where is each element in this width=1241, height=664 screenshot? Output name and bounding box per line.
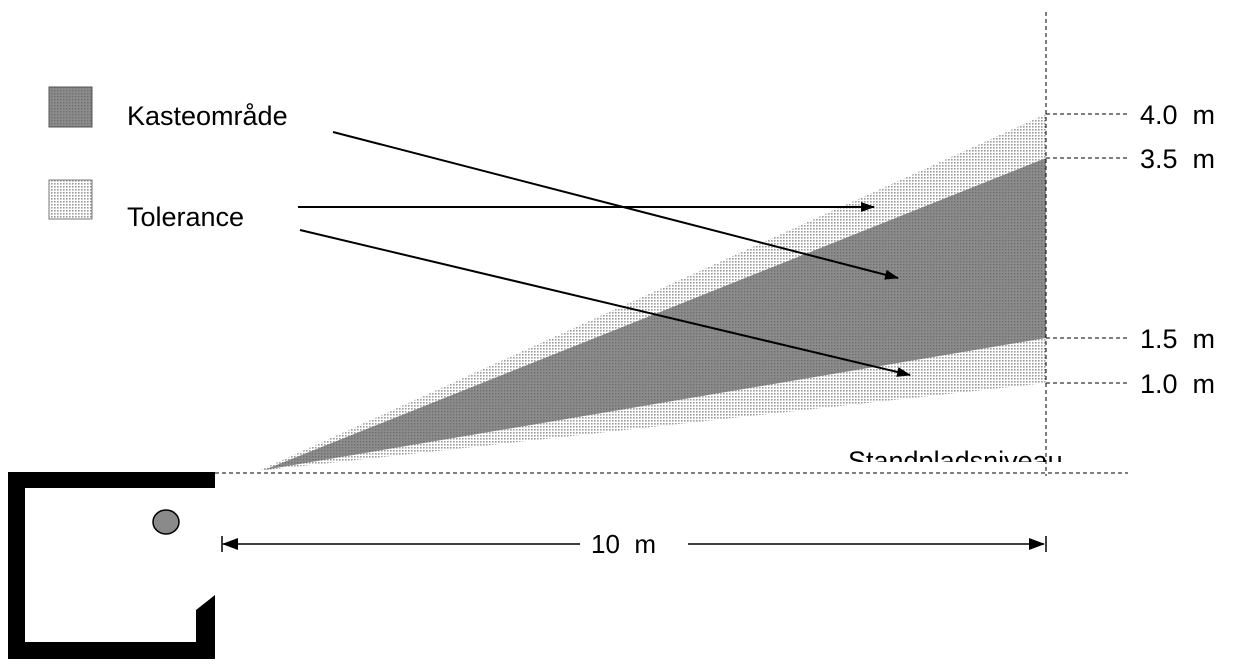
arrow-throw-area xyxy=(332,131,899,280)
legend-swatch-tolerance xyxy=(48,179,93,220)
height-label-1-0: 1.0 m xyxy=(1140,369,1215,399)
distance-label: 10 m xyxy=(591,529,656,559)
height-label-4-0: 4.0 m xyxy=(1140,100,1215,130)
height-label-3-5: 3.5 m xyxy=(1140,144,1215,174)
tolerance-zone xyxy=(258,114,1046,471)
stand-level-label: Standpladsniveau xyxy=(848,446,1063,476)
clay-target xyxy=(152,509,180,535)
stand-level-label-clip: Standpladsniveau xyxy=(848,446,1063,476)
legend-label-tolerance: Tolerance xyxy=(127,202,244,232)
trap-house xyxy=(8,472,215,659)
height-label-1-5: 1.5 m xyxy=(1140,324,1215,354)
legend-swatch-throw-area xyxy=(48,86,93,128)
legend-label-throw-area: Kasteområde xyxy=(127,101,288,131)
arrow-tolerance-lower xyxy=(299,229,911,377)
